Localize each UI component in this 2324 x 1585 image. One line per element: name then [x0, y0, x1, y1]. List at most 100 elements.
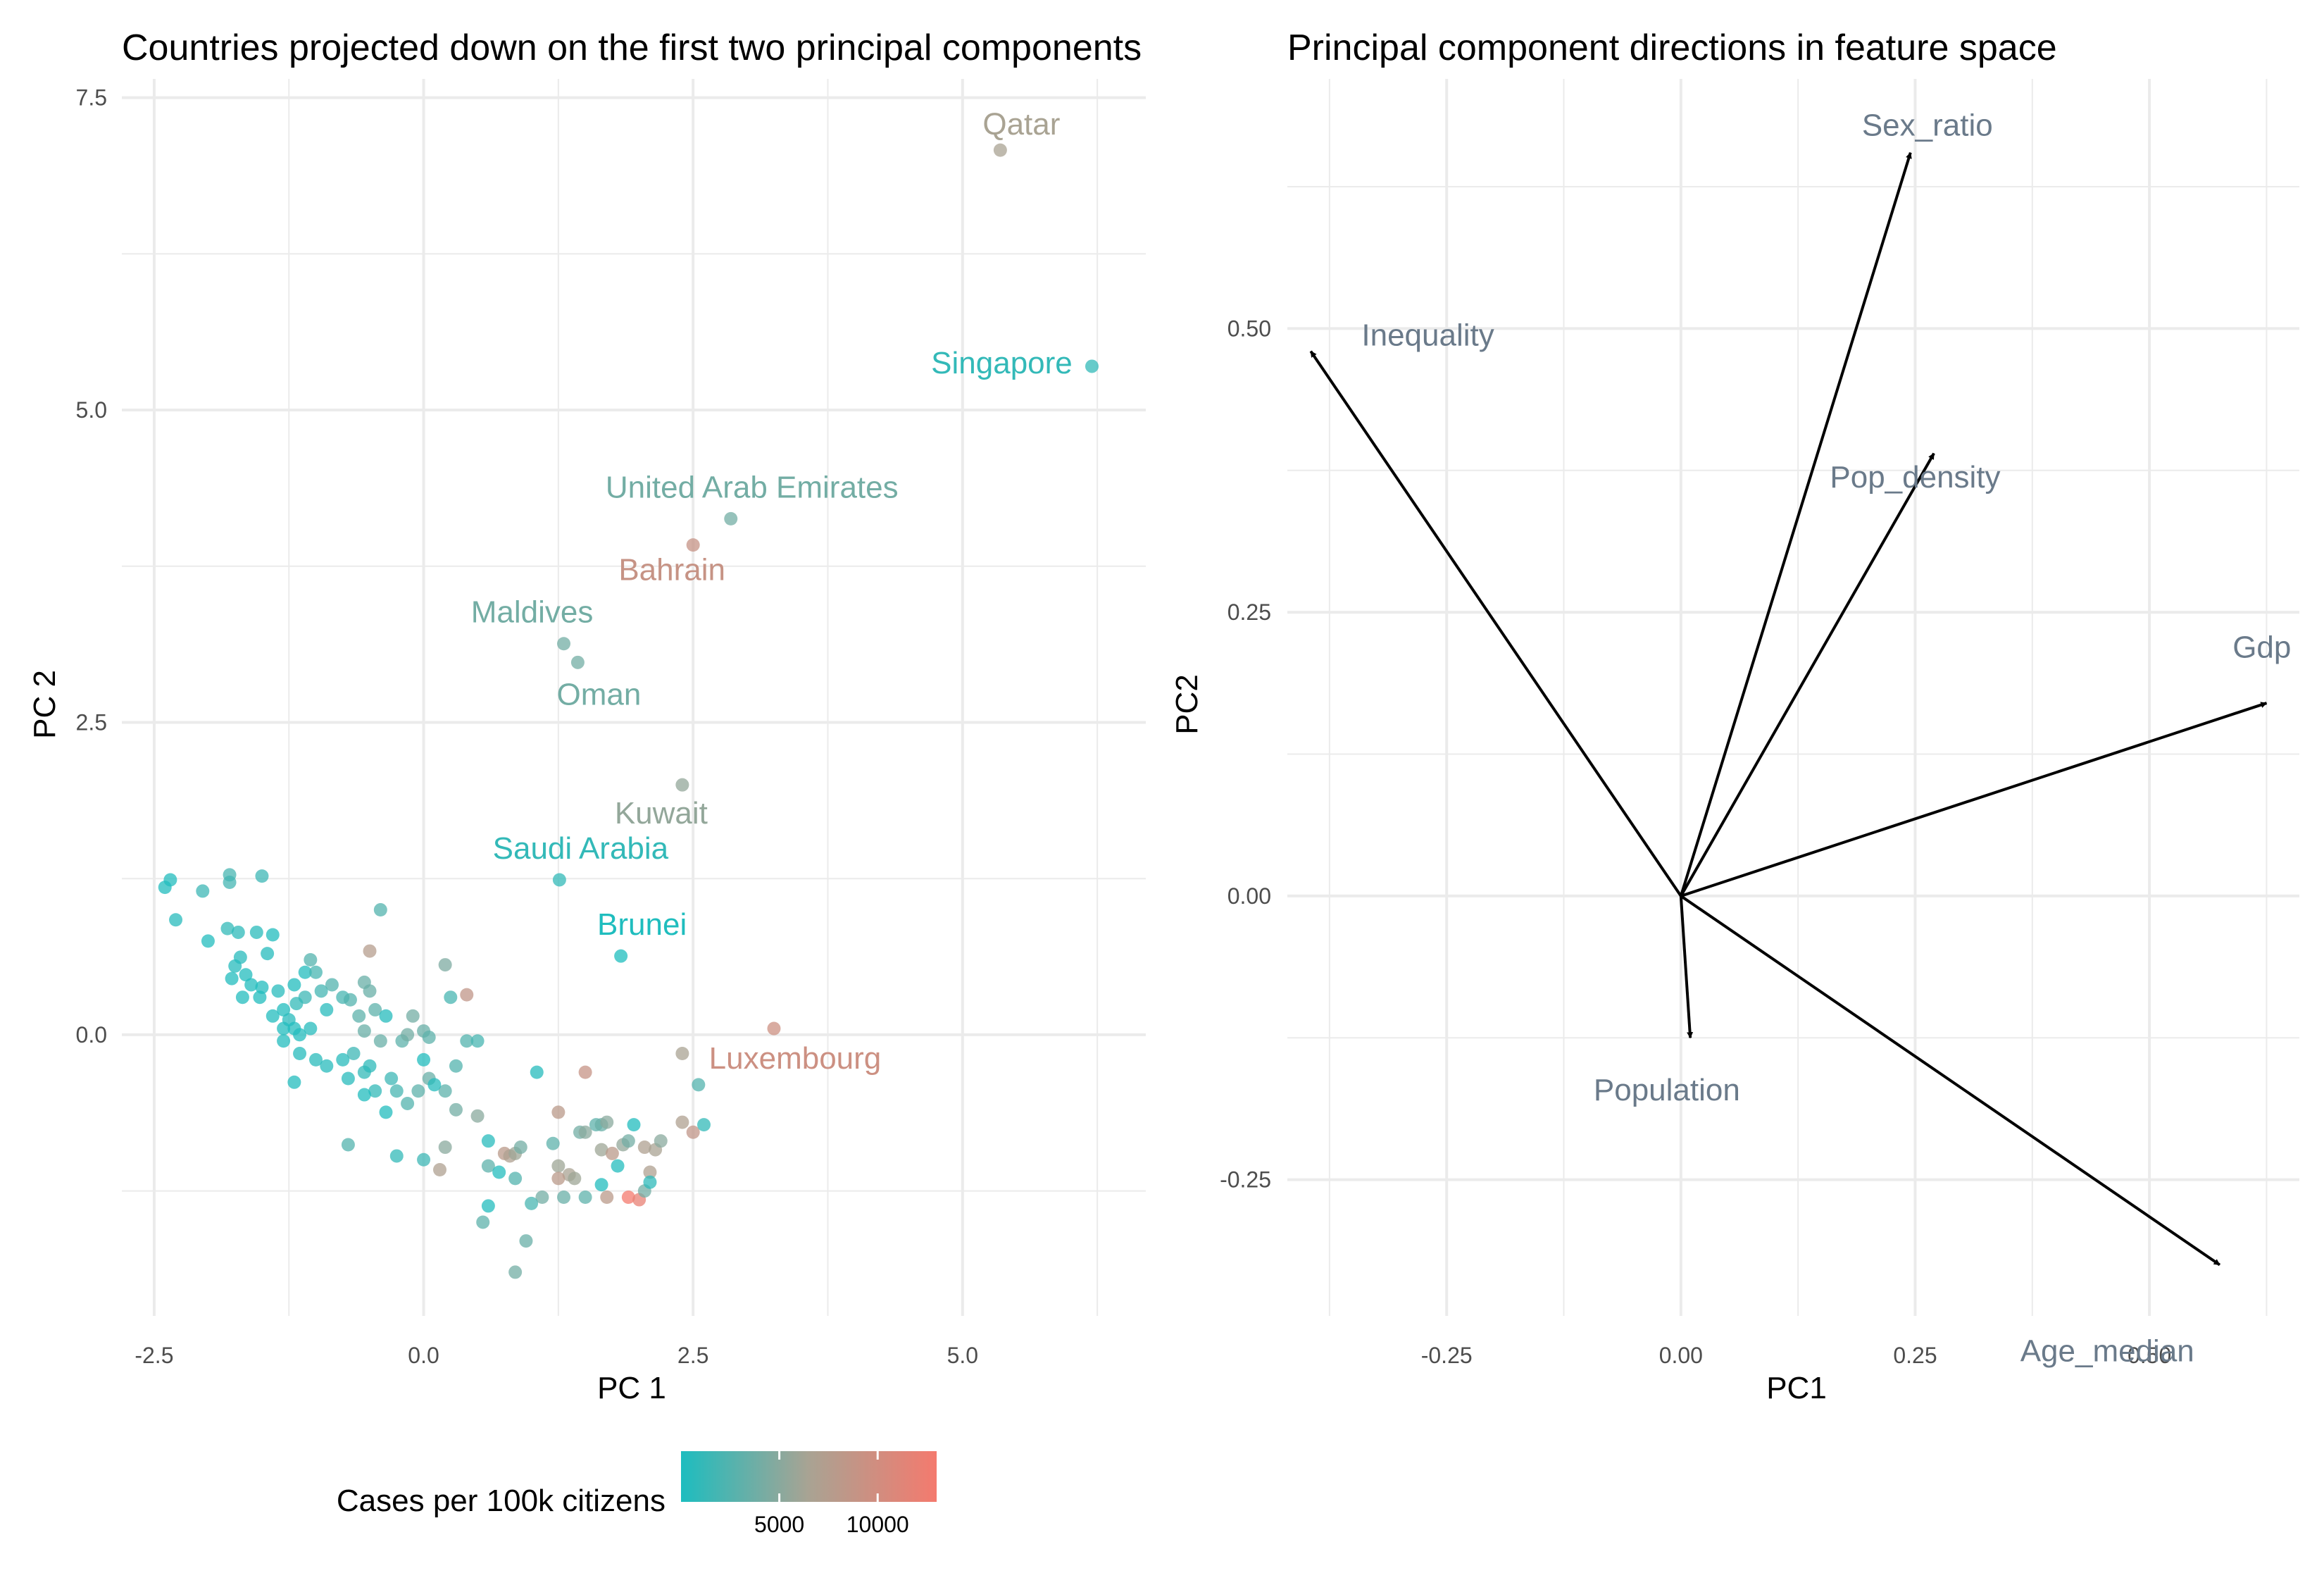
data-point	[568, 1171, 582, 1186]
country-label: Kuwait	[615, 796, 708, 831]
data-point	[411, 1084, 425, 1098]
data-point	[675, 1047, 689, 1061]
data-point	[368, 1084, 382, 1098]
data-point	[289, 997, 304, 1011]
scatter-grid	[122, 79, 1146, 1316]
data-point	[594, 1143, 608, 1157]
vector-ticks: -0.25 0.00 0.25 0.50 -0.25 0.00 0.25 0.50	[1220, 316, 2171, 1368]
vector-panel: Principal component directions in featur…	[1170, 27, 2299, 1405]
x-tick-label: 0.00	[1659, 1343, 1703, 1368]
data-point	[325, 978, 339, 992]
y-tick-label: 0.00	[1227, 883, 1271, 909]
labeled-point	[686, 538, 700, 552]
data-point	[460, 988, 474, 1002]
country-label: Saudi Arabia	[493, 831, 669, 866]
vector-arrows	[1309, 151, 2268, 1267]
data-point	[422, 1030, 436, 1044]
data-point	[277, 1034, 291, 1048]
data-point	[265, 1009, 280, 1023]
color-legend-ticks: 5000 10000	[754, 1451, 909, 1537]
data-point	[578, 1190, 592, 1204]
y-tick-label: 0.0	[76, 1022, 107, 1048]
data-point	[169, 913, 183, 927]
data-point	[508, 1171, 523, 1186]
data-point	[255, 981, 269, 995]
data-point	[265, 928, 280, 942]
data-point	[363, 944, 377, 958]
data-point	[277, 1021, 291, 1036]
data-point	[308, 1052, 323, 1067]
vector-grid	[1287, 79, 2299, 1316]
vector-label: Pop_density	[1830, 460, 2000, 495]
data-point	[341, 1138, 355, 1152]
data-point	[389, 1084, 404, 1098]
data-point	[343, 993, 357, 1007]
color-legend-title: Cases per 100k citizens	[337, 1484, 666, 1518]
vector-y-axis-title: PC2	[1170, 674, 1204, 735]
scatter-panel: Countries projected down on the first tw…	[27, 27, 1146, 1405]
color-legend-bar	[681, 1451, 937, 1502]
country-label: Luxembourg	[709, 1041, 882, 1076]
country-label: Qatar	[982, 107, 1060, 142]
country-label: United Arab Emirates	[606, 470, 899, 504]
data-point	[535, 1190, 549, 1204]
data-point	[379, 1105, 393, 1119]
data-point	[621, 1134, 635, 1148]
data-point	[696, 1118, 711, 1132]
data-point	[231, 925, 245, 939]
color-legend: Cases per 100k citizens 5000 10000	[337, 1451, 937, 1537]
vector-label: Sex_ratio	[1862, 108, 1993, 143]
data-point	[235, 990, 249, 1005]
labeled-point	[767, 1021, 781, 1036]
data-point	[508, 1265, 523, 1279]
data-point	[686, 1125, 700, 1139]
data-point	[627, 1118, 641, 1132]
data-point	[481, 1159, 495, 1173]
data-point	[271, 984, 285, 998]
scatter-y-axis-title: PC 2	[27, 670, 62, 739]
data-point	[401, 1096, 415, 1110]
y-tick-label: -0.25	[1220, 1167, 1271, 1193]
data-point	[611, 1159, 625, 1173]
vector-label: Inequality	[1361, 318, 1494, 353]
data-point	[293, 1028, 307, 1042]
data-point	[255, 869, 269, 883]
labeled-point	[724, 511, 738, 526]
data-point	[594, 1178, 608, 1192]
data-point	[352, 1009, 366, 1023]
data-point	[449, 1059, 463, 1073]
data-point	[320, 1002, 334, 1017]
data-point	[223, 876, 237, 890]
vector-arrow	[1679, 151, 1912, 897]
labeled-point	[570, 655, 585, 669]
vector-arrow	[1680, 895, 2221, 1267]
y-tick-label: 2.5	[76, 709, 107, 735]
data-point	[373, 1034, 387, 1048]
data-point	[578, 1065, 592, 1079]
x-tick-label: -2.5	[135, 1343, 173, 1368]
vector-label: Gdp	[2232, 630, 2291, 665]
data-point	[600, 1115, 614, 1129]
data-point	[277, 1002, 291, 1017]
x-tick-label: 5.0	[947, 1343, 978, 1368]
data-point	[220, 921, 235, 936]
data-point	[546, 1136, 560, 1150]
x-tick-label: 0.25	[1893, 1343, 1937, 1368]
vector-label: Age_median	[2020, 1334, 2194, 1368]
data-point	[449, 1102, 463, 1117]
data-point	[163, 873, 177, 887]
data-point	[304, 952, 318, 966]
country-label: Oman	[556, 677, 641, 711]
y-tick-label: 7.5	[76, 85, 107, 111]
y-tick-label: 0.50	[1227, 316, 1271, 341]
data-point	[225, 971, 239, 986]
vector-title: Principal component directions in featur…	[1287, 27, 2057, 68]
data-point	[320, 1059, 334, 1073]
x-tick-label: 2.5	[677, 1343, 708, 1368]
data-point	[401, 1028, 415, 1042]
data-point	[654, 1134, 668, 1148]
vector-arrow	[1309, 350, 1682, 897]
x-tick-label: -0.25	[1421, 1343, 1473, 1368]
data-point	[525, 1196, 539, 1210]
